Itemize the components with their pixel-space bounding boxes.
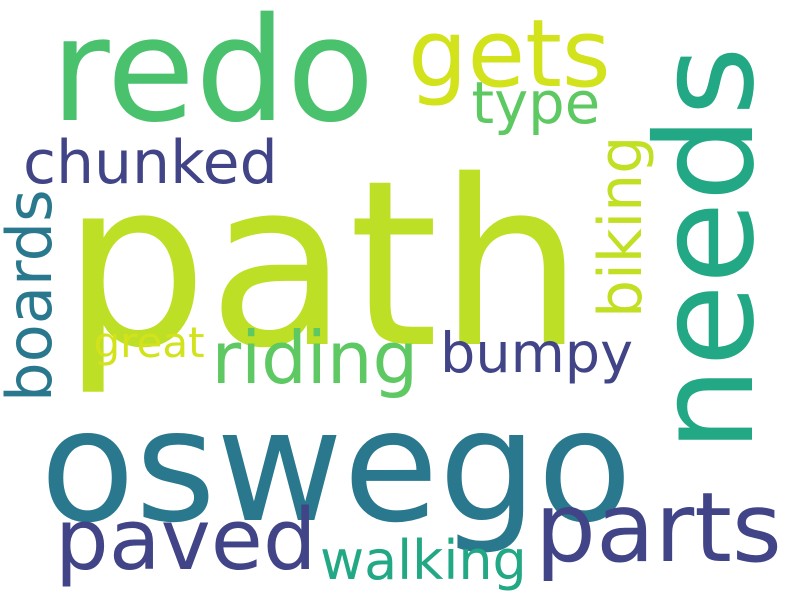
word-needs: needs	[627, 46, 784, 452]
word-path: path	[62, 132, 584, 399]
word-oswego: oswego	[40, 375, 633, 557]
word-great: great	[93, 317, 205, 367]
word-paved: paved	[55, 489, 317, 589]
word-bumpy: bumpy	[440, 321, 634, 386]
word-riding: riding	[211, 316, 419, 400]
word-type: type	[471, 70, 601, 137]
word-boards: boards	[0, 189, 66, 402]
word-chunked: chunked	[23, 128, 278, 198]
word-redo: redo	[50, 0, 375, 154]
word-biking: biking	[586, 135, 656, 318]
word-walking: walking	[320, 529, 527, 592]
word-gets: gets	[408, 0, 611, 109]
word-parts: parts	[535, 472, 782, 584]
